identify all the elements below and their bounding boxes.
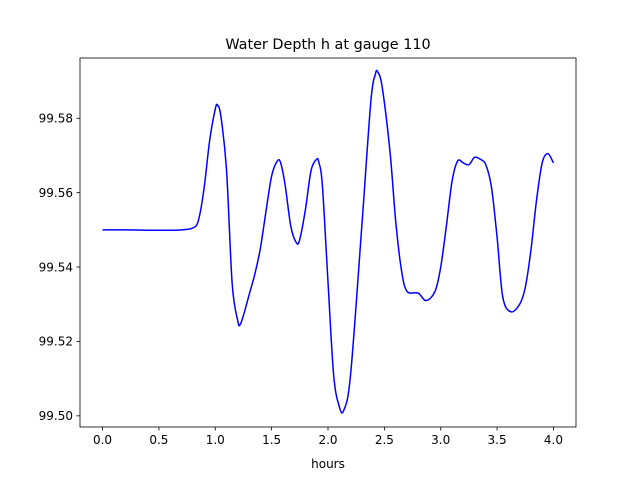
chart-title: Water Depth h at gauge 110 bbox=[225, 37, 430, 53]
y-tick-label: 99.50 bbox=[39, 409, 73, 423]
x-tick-label: 2.0 bbox=[318, 433, 337, 447]
y-axis: 99.50 99.52 99.54 99.56 99.58 bbox=[39, 112, 80, 423]
y-tick-label: 99.54 bbox=[39, 260, 73, 274]
x-tick-label: 1.5 bbox=[262, 433, 281, 447]
y-tick-label: 99.52 bbox=[39, 335, 73, 349]
x-tick-label: 0.0 bbox=[93, 433, 112, 447]
x-tick-label: 3.0 bbox=[431, 433, 450, 447]
x-tick-label: 4.0 bbox=[544, 433, 563, 447]
y-tick-label: 99.58 bbox=[39, 112, 73, 126]
x-tick-label: 2.5 bbox=[375, 433, 394, 447]
x-tick-label: 1.0 bbox=[206, 433, 225, 447]
y-tick-label: 99.56 bbox=[39, 186, 73, 200]
x-axis-label: hours bbox=[311, 457, 345, 471]
x-tick-label: 3.5 bbox=[488, 433, 507, 447]
x-axis: 0.0 0.5 1.0 1.5 2.0 2.5 3.0 3.5 4.0 bbox=[93, 427, 563, 447]
series-line bbox=[102, 69, 555, 414]
x-tick-label: 0.5 bbox=[149, 433, 168, 447]
